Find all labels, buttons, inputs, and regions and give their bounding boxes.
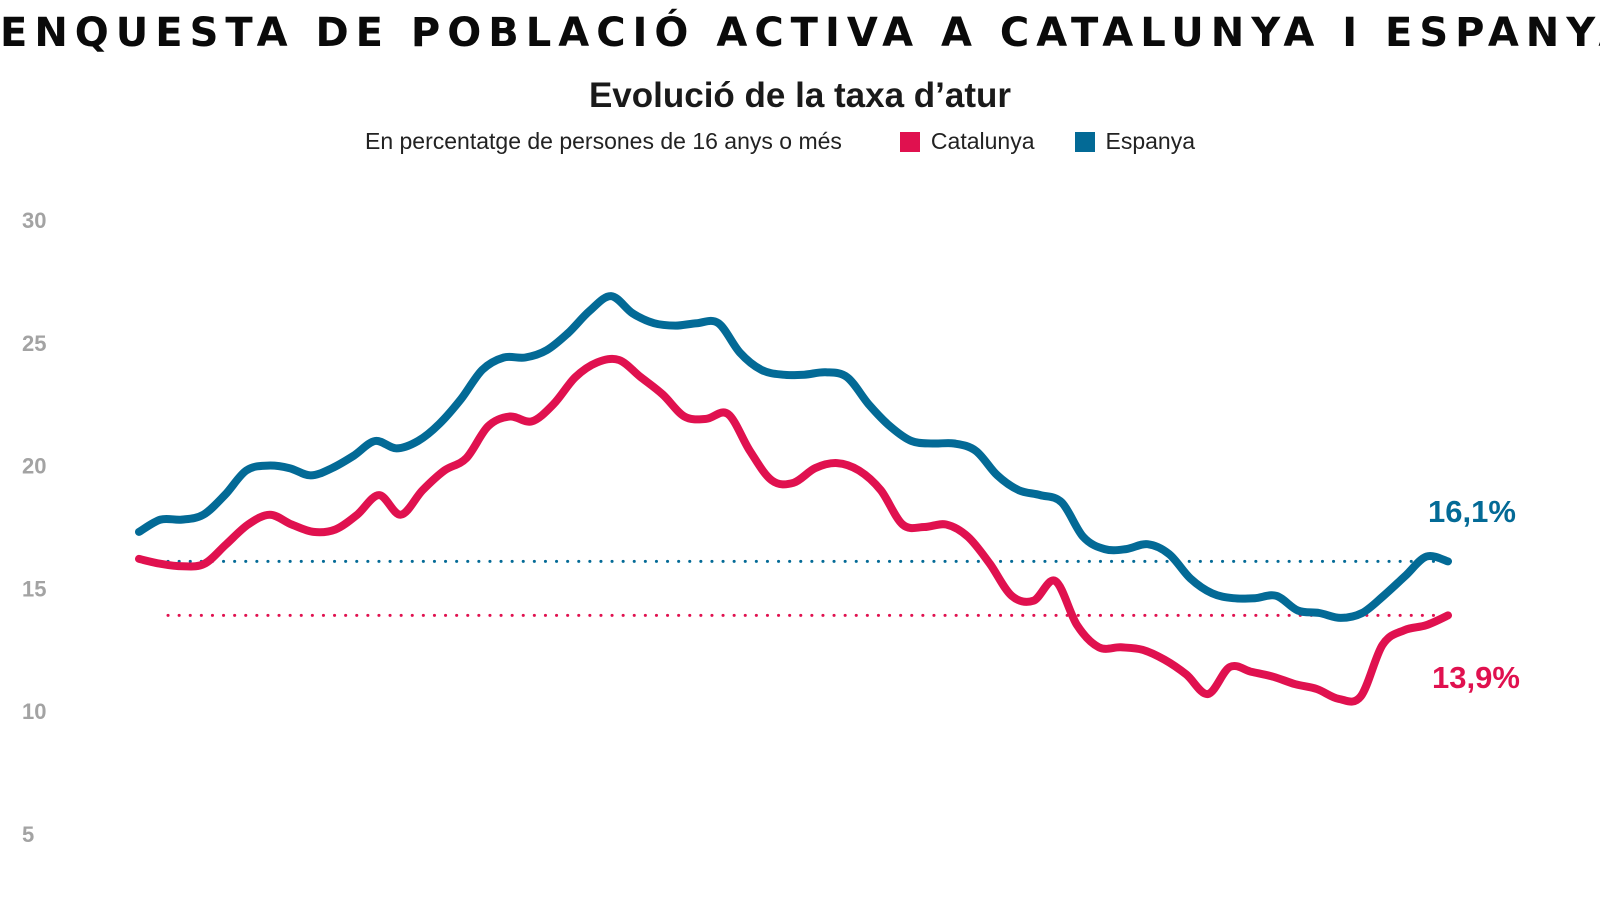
- legend-swatch-espanya: [1074, 131, 1095, 152]
- legend-item-catalunya: Catalunya: [899, 128, 1035, 155]
- chart-subtitle: Evolució de la taxa d’atur: [588, 76, 1012, 115]
- series-line-espanya: [135, 292, 1452, 622]
- y-tick-label-30: 30: [22, 208, 46, 233]
- legend-item-espanya: Espanya: [1074, 128, 1196, 155]
- y-tick-label-10: 10: [22, 699, 46, 724]
- legend-label-catalunya: Catalunya: [930, 128, 1035, 154]
- main-title: ENQUESTA DE POBLACIÓ ACTIVA A CATALUNYA …: [0, 10, 1600, 56]
- y-tick-label-15: 15: [22, 576, 46, 601]
- legend-label-espanya: Espanya: [1105, 128, 1196, 154]
- series-line-catalunya: [135, 354, 1452, 706]
- legend-swatch-catalunya: [899, 131, 920, 152]
- legend-row: En percentatge de persones de 16 anys o …: [0, 128, 1600, 155]
- unit-note: En percentatge de persones de 16 anys o …: [364, 128, 842, 154]
- y-tick-label-20: 20: [22, 454, 46, 479]
- y-tick-label-25: 25: [22, 331, 46, 356]
- y-tick-label-5: 5: [22, 822, 34, 847]
- end-label-catalunya: 13,9%: [1432, 660, 1520, 695]
- end-label-espanya: 16,1%: [1428, 494, 1516, 529]
